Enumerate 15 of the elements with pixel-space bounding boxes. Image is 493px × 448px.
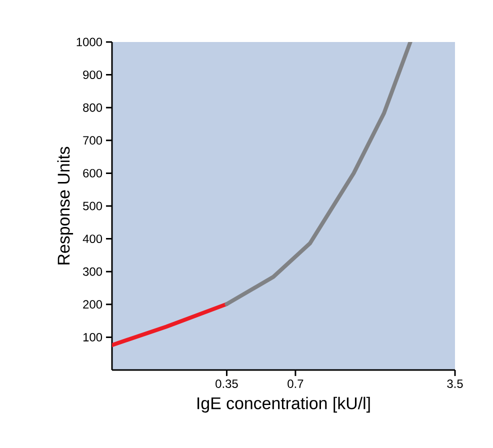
x-tick-label: 3.5 (447, 380, 463, 388)
x-tick-label: 0.35 (216, 380, 238, 388)
y-tick-label: 500 (83, 202, 102, 210)
y-axis-title: Response Units (57, 146, 74, 264)
y-tick-label: 400 (82, 234, 102, 244)
x-tick-label: 0.7 (288, 380, 304, 388)
y-tick-label: 900 (83, 70, 102, 80)
y-tick-label: 800 (83, 103, 102, 112)
y-tick-label: 1000 (76, 38, 102, 46)
y-tick-label: 600 (83, 168, 102, 178)
y-tick-label: 200 (83, 300, 102, 309)
y-tick-label: 300 (83, 267, 102, 276)
y-tick-label: 700 (83, 136, 102, 145)
y-tick-label: 100 (83, 332, 102, 342)
x-axis-title: IgE concentration [kU/l] (198, 396, 370, 413)
